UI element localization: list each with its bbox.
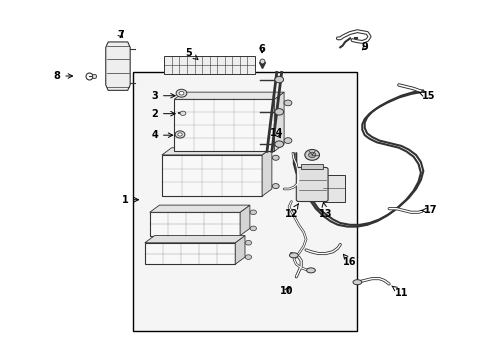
Ellipse shape	[250, 226, 256, 231]
Bar	[301, 164, 323, 169]
Text: 17: 17	[421, 206, 438, 216]
Ellipse shape	[245, 255, 251, 260]
Bar	[145, 243, 235, 264]
Text: 1: 1	[122, 195, 139, 205]
Ellipse shape	[176, 89, 187, 97]
Bar	[150, 212, 240, 235]
Text: 13: 13	[319, 203, 332, 219]
Ellipse shape	[175, 131, 185, 138]
Ellipse shape	[290, 253, 298, 258]
Polygon shape	[235, 235, 245, 264]
Ellipse shape	[272, 184, 279, 189]
Bar	[162, 155, 262, 196]
Ellipse shape	[275, 141, 284, 147]
Bar	[133, 72, 357, 330]
Text: 7: 7	[117, 30, 124, 40]
Polygon shape	[262, 148, 272, 196]
Ellipse shape	[178, 133, 182, 136]
Ellipse shape	[272, 155, 279, 160]
Ellipse shape	[309, 152, 316, 158]
Text: 6: 6	[259, 44, 266, 54]
Polygon shape	[274, 92, 284, 151]
Ellipse shape	[305, 149, 319, 160]
Polygon shape	[162, 148, 272, 155]
Text: 3: 3	[151, 91, 175, 101]
Ellipse shape	[275, 76, 284, 83]
Text: 12: 12	[285, 204, 298, 219]
Polygon shape	[150, 205, 250, 212]
Ellipse shape	[275, 109, 284, 115]
Bar	[323, 175, 345, 202]
Polygon shape	[145, 235, 245, 243]
Text: 11: 11	[392, 286, 408, 298]
Text: 16: 16	[343, 254, 357, 267]
Text: 4: 4	[151, 130, 173, 140]
Bar	[164, 56, 255, 74]
Bar	[174, 99, 274, 151]
Text: 14: 14	[270, 129, 284, 138]
Ellipse shape	[284, 100, 292, 106]
Polygon shape	[240, 205, 250, 235]
Ellipse shape	[180, 111, 186, 116]
Ellipse shape	[245, 240, 251, 245]
Ellipse shape	[250, 210, 256, 215]
Polygon shape	[106, 42, 130, 90]
Text: 10: 10	[280, 286, 294, 296]
Ellipse shape	[353, 280, 362, 285]
FancyBboxPatch shape	[296, 167, 328, 202]
Polygon shape	[174, 92, 284, 99]
Text: 2: 2	[151, 109, 175, 119]
Text: 9: 9	[361, 42, 368, 52]
Ellipse shape	[307, 268, 316, 273]
Text: 8: 8	[53, 71, 73, 81]
Ellipse shape	[284, 138, 292, 143]
Text: 5: 5	[185, 48, 198, 59]
Ellipse shape	[179, 91, 184, 95]
Text: 15: 15	[418, 91, 435, 101]
